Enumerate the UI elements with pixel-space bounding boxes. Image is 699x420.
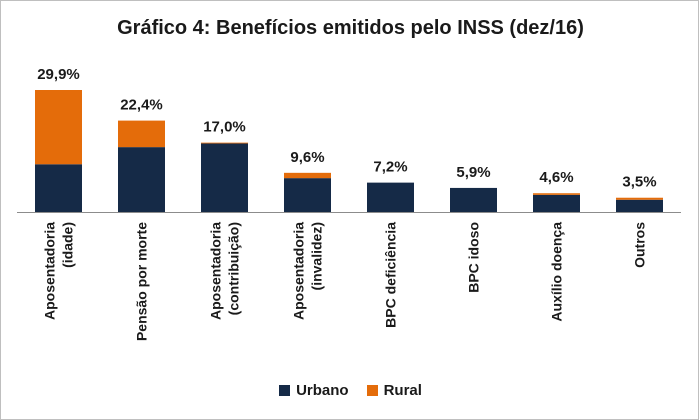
total-label-aposentadoria-invalidez: 9,6% [290, 149, 324, 166]
total-label-bpc-idoso: 5,9% [456, 164, 490, 181]
category-label-line: Pensão por morte [134, 222, 150, 341]
bar-rural-aposentadoria-contribuicao [201, 142, 248, 144]
total-label-auxilio-doenca: 4,6% [539, 169, 573, 186]
bar-rural-auxilio-doenca [533, 193, 580, 195]
category-label-bpc-deficiencia: BPC deficiência [383, 222, 399, 328]
bar-urbano-outros [616, 199, 663, 212]
bar-urbano-pensao-por-morte [118, 147, 165, 212]
bar-rural-pensao-por-morte [118, 120, 165, 148]
bar-rural-aposentadoria-invalidez [284, 172, 331, 179]
bar-rural-aposentadoria-idade [35, 90, 82, 165]
bar-urbano-auxilio-doenca [533, 194, 580, 212]
category-label-pensao-por-morte: Pensão por morte [134, 222, 150, 341]
legend-swatch-rural [366, 385, 378, 396]
category-label-line: Auxílio doença [549, 222, 565, 322]
legend-label-rural: Rural [383, 382, 422, 399]
legend-swatch-urbano [279, 385, 291, 396]
category-label-line: BPC deficiência [383, 222, 399, 328]
total-label-aposentadoria-contribuicao: 17,0% [203, 119, 246, 136]
bar-urbano-aposentadoria-invalidez [284, 178, 331, 212]
category-label-aposentadoria-invalidez: Aposentadoria (invalidez) [291, 222, 325, 320]
category-label-line: Aposentadoria [208, 222, 224, 320]
category-label-bpc-idoso: BPC idoso [466, 222, 482, 293]
category-label-line: (contribuição) [226, 222, 242, 315]
category-label-outros: Outros [632, 222, 648, 268]
total-label-outros: 3,5% [622, 174, 656, 191]
category-label-line: Aposentadoria [42, 222, 58, 320]
category-label-line: (invalidez) [309, 222, 325, 290]
category-label-line: Outros [632, 222, 648, 268]
bar-urbano-bpc-deficiencia [367, 182, 414, 212]
category-label-line: (idade) [60, 222, 76, 268]
bar-urbano-aposentadoria-contribuicao [201, 143, 248, 212]
total-label-aposentadoria-idade: 29,9% [37, 66, 80, 83]
total-label-bpc-deficiencia: 7,2% [373, 159, 407, 176]
bar-urbano-bpc-idoso [450, 187, 497, 212]
legend-item-urbano: Urbano [279, 382, 349, 399]
chart-title: Gráfico 4: Benefícios emitidos pelo INSS… [117, 17, 584, 39]
category-label-aposentadoria-contribuicao: Aposentadoria (contribuição) [208, 222, 242, 320]
bar-rural-outros [616, 197, 663, 200]
category-label-line: Aposentadoria [291, 222, 307, 320]
legend-item-rural: Rural [366, 382, 422, 399]
bar-urbano-aposentadoria-idade [35, 164, 82, 212]
category-label-line: BPC idoso [466, 222, 482, 293]
category-label-aposentadoria-idade: Aposentadoria (idade) [42, 222, 76, 320]
category-label-auxilio-doenca: Auxílio doença [549, 222, 565, 322]
legend-label-urbano: Urbano [296, 382, 349, 399]
legend: Urbano Rural [1, 382, 698, 399]
total-label-pensao-por-morte: 22,4% [120, 97, 163, 114]
